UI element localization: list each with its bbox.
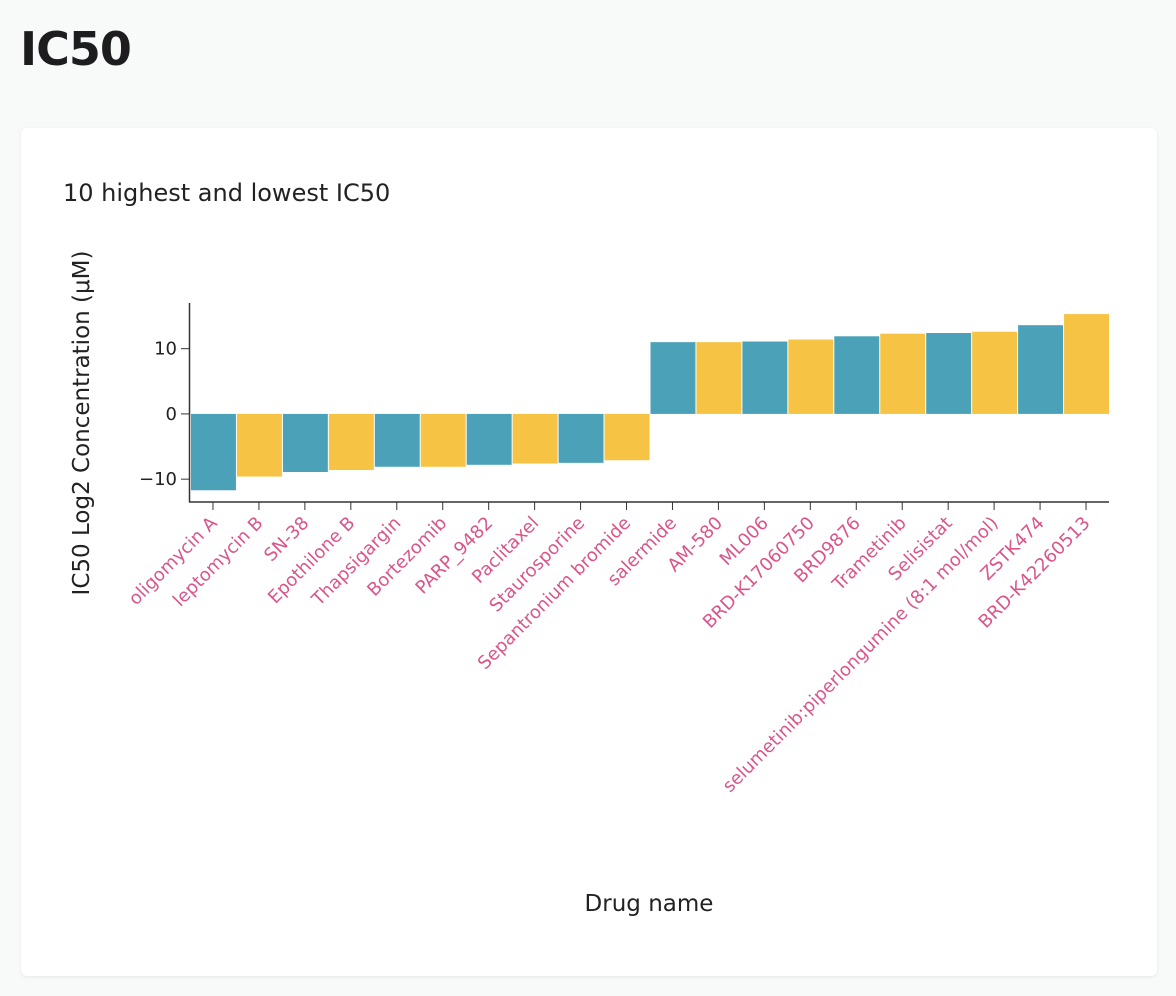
bar-13[interactable] — [788, 339, 834, 414]
bar-14[interactable] — [834, 336, 880, 414]
bar-2[interactable] — [282, 413, 328, 472]
bar-1[interactable] — [236, 413, 282, 477]
bar-9[interactable] — [604, 413, 650, 461]
bar-3[interactable] — [328, 413, 374, 471]
y-tick-label: 0 — [166, 404, 177, 425]
bar-19[interactable] — [1064, 314, 1109, 414]
chart-card: 10 highest and lowest IC50 −10 0 10 oligom… — [21, 128, 1157, 976]
y-axis: −10 0 10 — [139, 303, 191, 502]
bar-16[interactable] — [926, 333, 972, 414]
x-axis-title: Drug name — [585, 891, 714, 917]
y-tick-label: 10 — [154, 339, 177, 360]
bar-8[interactable] — [558, 413, 604, 463]
bar-15[interactable] — [880, 333, 926, 414]
page-title: IC50 — [20, 22, 132, 76]
bar-12[interactable] — [742, 341, 788, 414]
bar-6[interactable] — [466, 413, 512, 465]
y-tick-label: −10 — [139, 469, 177, 490]
ic50-bar-chart: 10 highest and lowest IC50 −10 0 10 oligom… — [63, 179, 1109, 917]
bars-group — [191, 314, 1109, 491]
bar-17[interactable] — [972, 331, 1018, 414]
bar-0[interactable] — [191, 413, 236, 491]
bar-11[interactable] — [696, 342, 742, 414]
bar-5[interactable] — [420, 413, 466, 467]
bar-10[interactable] — [650, 342, 696, 414]
bar-4[interactable] — [374, 413, 420, 467]
y-axis-title: IC50 Log2 Concentration (μM) — [69, 251, 95, 596]
bar-18[interactable] — [1018, 325, 1064, 414]
chart-title: 10 highest and lowest IC50 — [63, 179, 390, 207]
bar-7[interactable] — [512, 413, 558, 464]
